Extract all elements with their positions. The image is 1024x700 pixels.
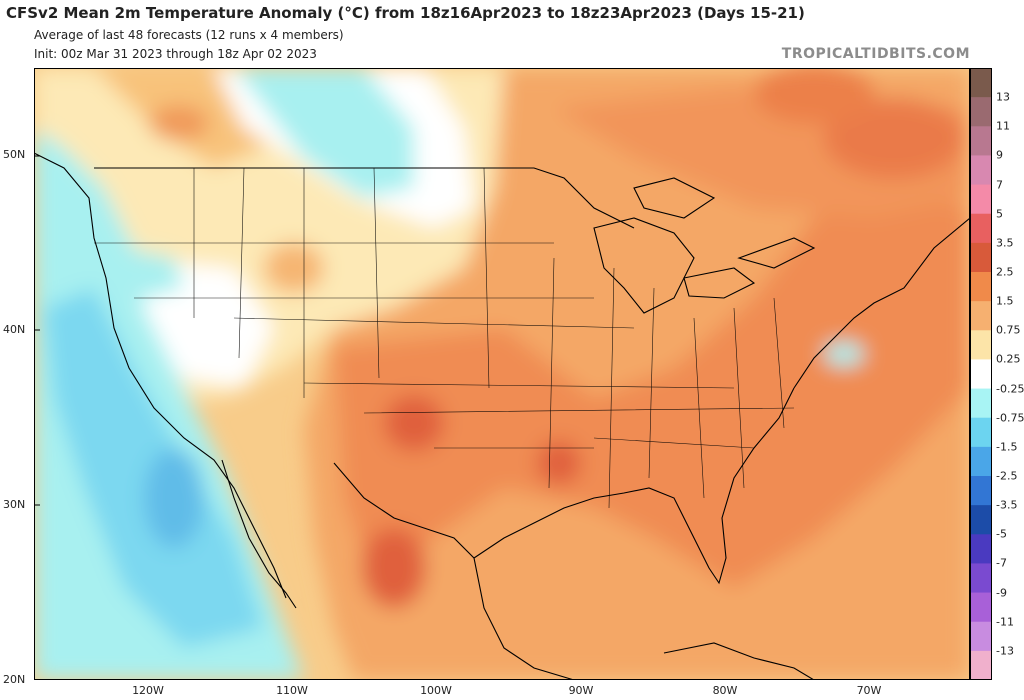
chart-subtitle-forecasts: Average of last 48 forecasts (12 runs x … [34, 28, 344, 42]
colorbar-label: 2.5 [996, 265, 1014, 279]
source-watermark: TROPICALTIDBITS.COM [781, 46, 970, 62]
colorbar-swatch [970, 505, 992, 535]
colorbar-swatch [970, 417, 992, 448]
colorbar-label: 5 [996, 207, 1003, 221]
colorbar [970, 68, 992, 680]
colorbar-swatch [970, 155, 992, 186]
colorbar-label: -0.75 [996, 411, 1024, 425]
colorbar-swatch [970, 97, 992, 127]
colorbar-label: -9 [996, 586, 1007, 600]
colorbar-label: 0.75 [996, 323, 1021, 337]
colorbar-label: -3.5 [996, 498, 1018, 512]
chart-title: CFSv2 Mean 2m Temperature Anomaly (°C) f… [6, 4, 805, 22]
colorbar-label: 13 [996, 90, 1010, 104]
lat-label-30n: 30N [3, 498, 26, 511]
colorbar-swatch [970, 621, 992, 652]
colorbar-swatch [970, 184, 992, 215]
colorbar-label: 1.5 [996, 294, 1014, 308]
lon-label-110w: 110W [276, 684, 308, 697]
colorbar-label: 3.5 [996, 236, 1014, 250]
colorbar-label: -13 [996, 644, 1014, 658]
colorbar-swatch [970, 592, 992, 623]
colorbar-swatch [970, 650, 992, 680]
colorbar-label: -1.5 [996, 440, 1018, 454]
colorbar-label: 0.25 [996, 352, 1021, 366]
colorbar-swatch [970, 476, 992, 506]
colorbar-label: 11 [996, 119, 1010, 133]
colorbar-swatch [970, 563, 992, 594]
colorbar-swatch [970, 301, 992, 331]
lon-label-70w: 70W [856, 684, 882, 697]
lat-label-20n: 20N [3, 673, 26, 686]
colorbar-swatch [970, 359, 992, 390]
lon-label-90w: 90W [568, 684, 594, 697]
chart-subtitle-init: Init: 00z Mar 31 2023 through 18z Apr 02… [34, 47, 317, 61]
colorbar-label: -11 [996, 615, 1014, 629]
colorbar-swatch [970, 213, 992, 244]
colorbar-swatch [970, 388, 992, 419]
colorbar-label: 7 [996, 178, 1003, 192]
colorbar-swatch [970, 242, 992, 273]
colorbar-label: -0.25 [996, 382, 1024, 396]
lat-label-40n: 40N [3, 323, 26, 336]
lon-label-100w: 100W [420, 684, 452, 697]
colorbar-label: 9 [996, 148, 1003, 162]
anomaly-map [34, 68, 970, 680]
colorbar-label: -7 [996, 556, 1007, 570]
colorbar-label: -5 [996, 527, 1007, 541]
colorbar-swatch [970, 330, 992, 360]
lon-label-80w: 80W [712, 684, 738, 697]
lon-label-120w: 120W [132, 684, 164, 697]
colorbar-swatch [970, 68, 992, 98]
colorbar-label: -2.5 [996, 469, 1018, 483]
colorbar-swatch [970, 126, 992, 156]
colorbar-swatch [970, 272, 992, 302]
colorbar-swatch [970, 534, 992, 564]
lat-label-50n: 50N [3, 148, 26, 161]
colorbar-swatch [970, 446, 992, 477]
